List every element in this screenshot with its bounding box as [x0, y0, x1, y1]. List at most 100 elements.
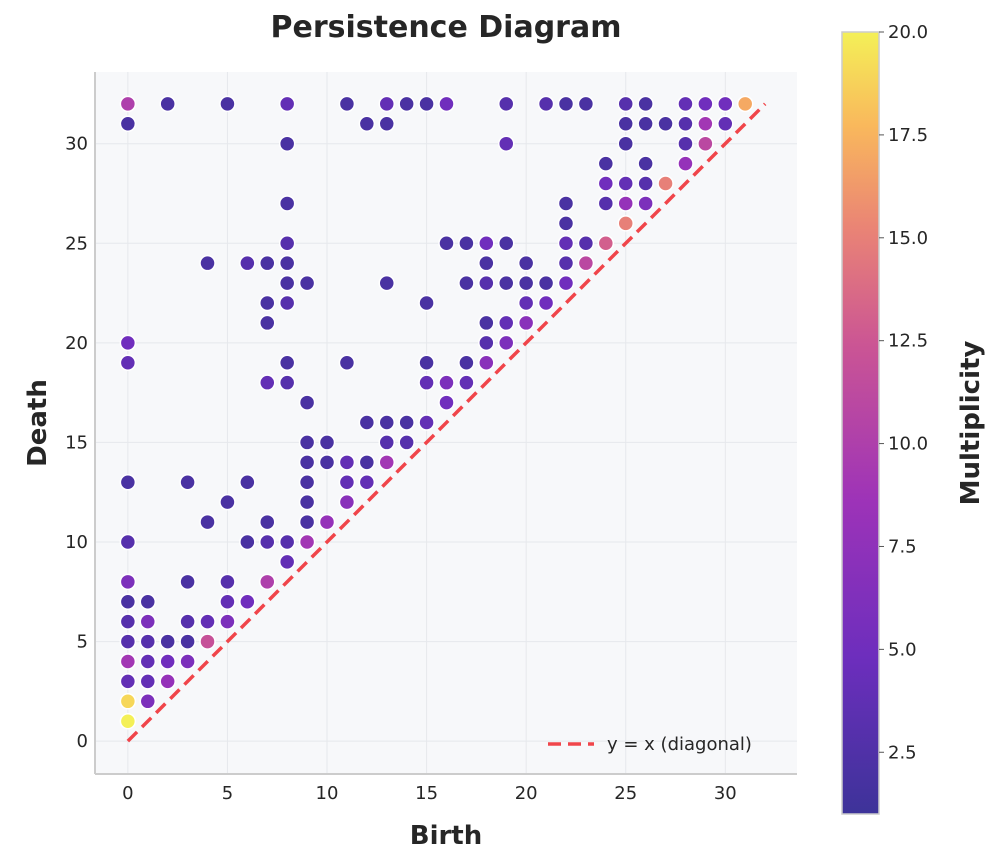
- data-point: [239, 473, 256, 491]
- data-point: [497, 135, 515, 152]
- y-tick-label: 25: [65, 233, 88, 254]
- data-point: [577, 95, 595, 113]
- data-point: [139, 653, 157, 670]
- x-tick-label: 10: [316, 783, 339, 804]
- data-point: [617, 195, 634, 212]
- data-point: [537, 294, 555, 312]
- data-point: [278, 374, 296, 391]
- data-point: [338, 454, 356, 471]
- data-point: [199, 613, 216, 630]
- data-point: [677, 95, 694, 113]
- data-point: [478, 254, 495, 272]
- data-point: [378, 95, 396, 113]
- data-point: [577, 235, 595, 252]
- colorbar-tick-label: 10.0: [888, 434, 928, 455]
- data-point: [478, 235, 495, 252]
- data-point: [179, 613, 196, 630]
- data-point: [278, 533, 296, 551]
- data-point: [278, 235, 296, 252]
- y-tick-label: 0: [77, 731, 88, 752]
- data-point: [458, 274, 475, 292]
- data-point: [637, 95, 654, 113]
- colorbar-tick-label: 20.0: [888, 22, 928, 43]
- data-point: [697, 135, 714, 152]
- colorbar-tick-label: 2.5: [888, 742, 917, 763]
- data-point: [597, 175, 615, 192]
- data-point: [458, 374, 475, 391]
- data-point: [517, 294, 535, 312]
- data-point: [298, 454, 316, 471]
- data-point: [438, 95, 455, 113]
- data-point: [497, 95, 515, 113]
- y-tick-label: 15: [65, 432, 88, 453]
- data-point: [278, 553, 296, 571]
- data-point: [139, 693, 157, 710]
- data-point: [219, 95, 236, 113]
- data-point: [358, 414, 376, 431]
- data-point: [278, 95, 296, 113]
- colorbar-tick-label: 5.0: [888, 639, 917, 660]
- data-point: [159, 673, 176, 690]
- data-point: [736, 95, 754, 113]
- data-point: [278, 195, 296, 212]
- data-point: [199, 633, 216, 650]
- data-point: [478, 314, 495, 332]
- data-point: [159, 653, 176, 670]
- x-tick-label: 15: [415, 783, 438, 804]
- data-point: [318, 434, 336, 451]
- data-point: [557, 274, 575, 292]
- data-point: [259, 533, 276, 551]
- data-point: [298, 274, 316, 292]
- diagonal-line: [126, 102, 767, 743]
- data-point: [338, 493, 356, 511]
- data-point: [278, 294, 296, 312]
- data-point: [597, 155, 615, 172]
- data-point: [179, 473, 196, 491]
- data-point: [617, 115, 634, 133]
- data-point: [119, 593, 137, 610]
- data-point: [557, 95, 575, 113]
- y-tick-label: 5: [77, 632, 88, 653]
- data-point: [597, 195, 615, 212]
- data-point: [179, 573, 196, 591]
- colorbar-tick-label: 12.5: [888, 331, 928, 352]
- data-point: [637, 155, 654, 172]
- data-point: [239, 593, 256, 610]
- data-point: [717, 115, 734, 133]
- data-point: [458, 354, 475, 372]
- data-point: [398, 95, 415, 113]
- data-point: [497, 235, 515, 252]
- data-point: [298, 513, 316, 531]
- data-point: [557, 254, 575, 272]
- colorbar-tick-label: 17.5: [888, 125, 928, 146]
- data-point: [478, 334, 495, 352]
- data-point: [577, 254, 595, 272]
- data-point: [199, 254, 216, 272]
- data-point: [219, 593, 236, 610]
- data-point: [139, 633, 157, 650]
- x-tick-label: 5: [222, 783, 233, 804]
- data-point: [159, 95, 176, 113]
- data-point: [259, 254, 276, 272]
- data-point: [219, 573, 236, 591]
- colorbar-tick-label: 7.5: [888, 536, 917, 557]
- data-point: [697, 115, 714, 133]
- data-point: [358, 473, 376, 491]
- data-point: [557, 195, 575, 212]
- x-axis-label: Birth: [410, 821, 483, 851]
- data-point: [298, 533, 316, 551]
- data-point: [378, 454, 396, 471]
- data-point: [657, 115, 674, 133]
- data-point: [338, 95, 356, 113]
- data-point: [119, 115, 137, 133]
- data-point: [298, 434, 316, 451]
- data-point: [278, 354, 296, 372]
- data-point: [219, 613, 236, 630]
- colorbar-tick-label: 15.0: [888, 228, 928, 249]
- data-point: [418, 374, 435, 391]
- data-point: [478, 274, 495, 292]
- data-point: [338, 473, 356, 491]
- data-point: [179, 633, 196, 650]
- data-point: [378, 414, 396, 431]
- data-point: [458, 235, 475, 252]
